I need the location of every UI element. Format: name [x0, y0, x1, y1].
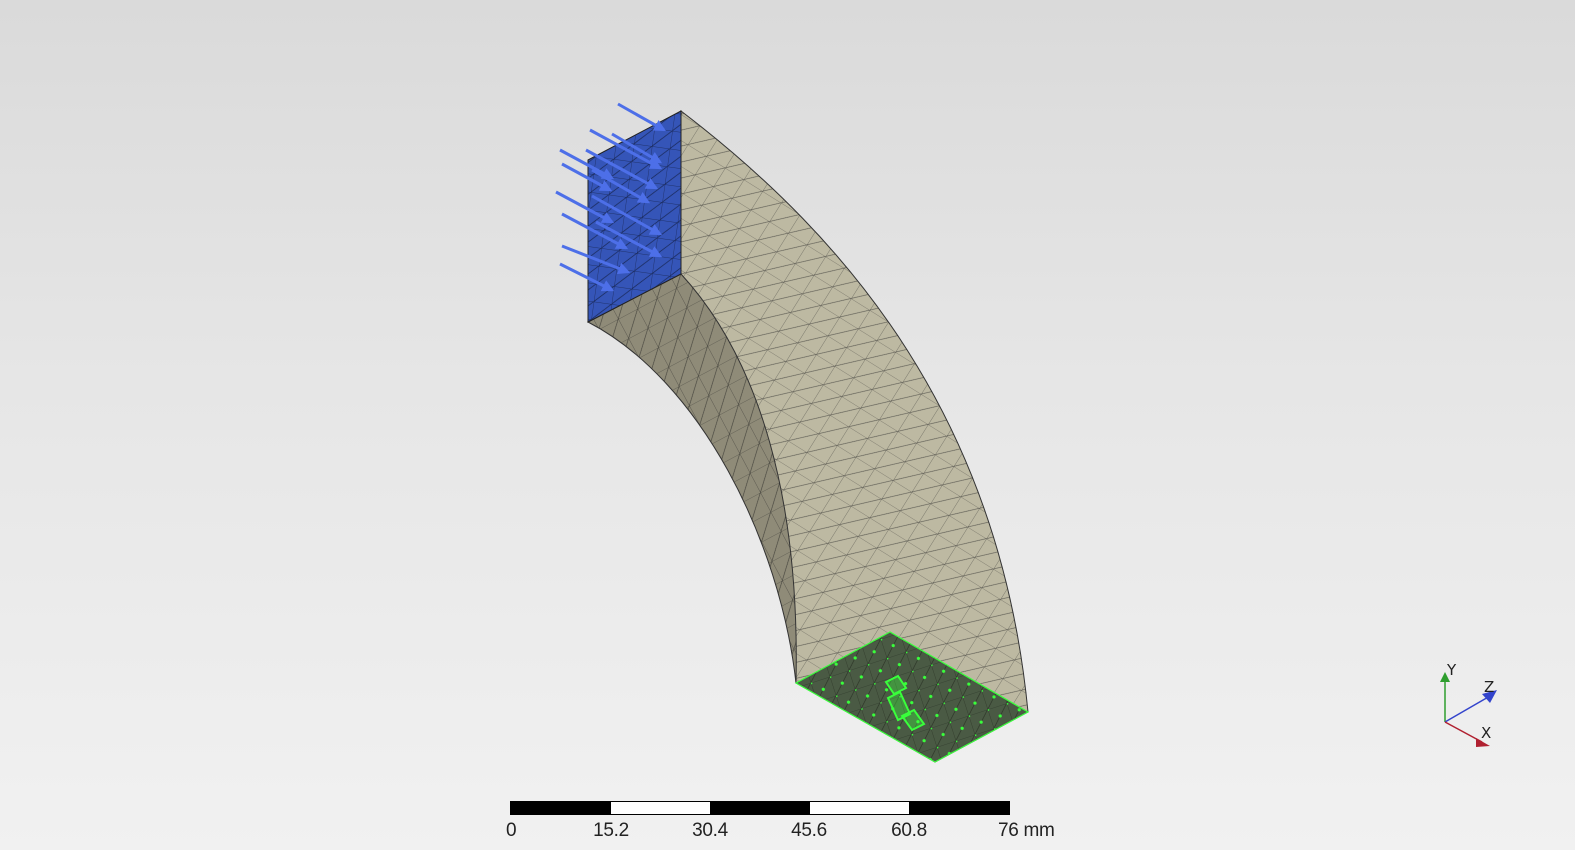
scale-label-4: 60.8: [891, 820, 927, 841]
triad-x-cone: [1476, 738, 1490, 747]
scale-bar: [510, 801, 1010, 815]
scale-bar-segment: [909, 802, 1009, 814]
scale-label-1: 15.2: [593, 820, 629, 841]
fixed-support-icon: [884, 674, 926, 732]
fixed-support-face[interactable]: [794, 631, 1030, 763]
scale-label-5: 76 mm: [998, 820, 1055, 841]
scale-bar-segment: [610, 802, 711, 814]
scale-bar-segment: [809, 802, 910, 814]
scale-label-2: 30.4: [692, 820, 728, 841]
load-arrows: [555, 102, 667, 292]
triad-z-label: Z: [1484, 678, 1494, 696]
orientation-triad[interactable]: Y Z X: [1440, 661, 1497, 747]
scale-bar-segment: [710, 802, 810, 814]
scale-bar-segment: [511, 802, 611, 814]
scale-label-3: 45.6: [791, 820, 827, 841]
scale-label-0: 0: [506, 820, 517, 841]
triad-x-axis: [1444, 721, 1483, 743]
triad-z-axis: [1444, 695, 1491, 723]
triad-y-label: Y: [1446, 661, 1457, 679]
triad-y-cone: [1440, 672, 1450, 682]
triad-z-cone: [1482, 690, 1497, 703]
curved-beam-model[interactable]: [586, 109, 1030, 763]
triad-x-label: X: [1481, 724, 1491, 742]
